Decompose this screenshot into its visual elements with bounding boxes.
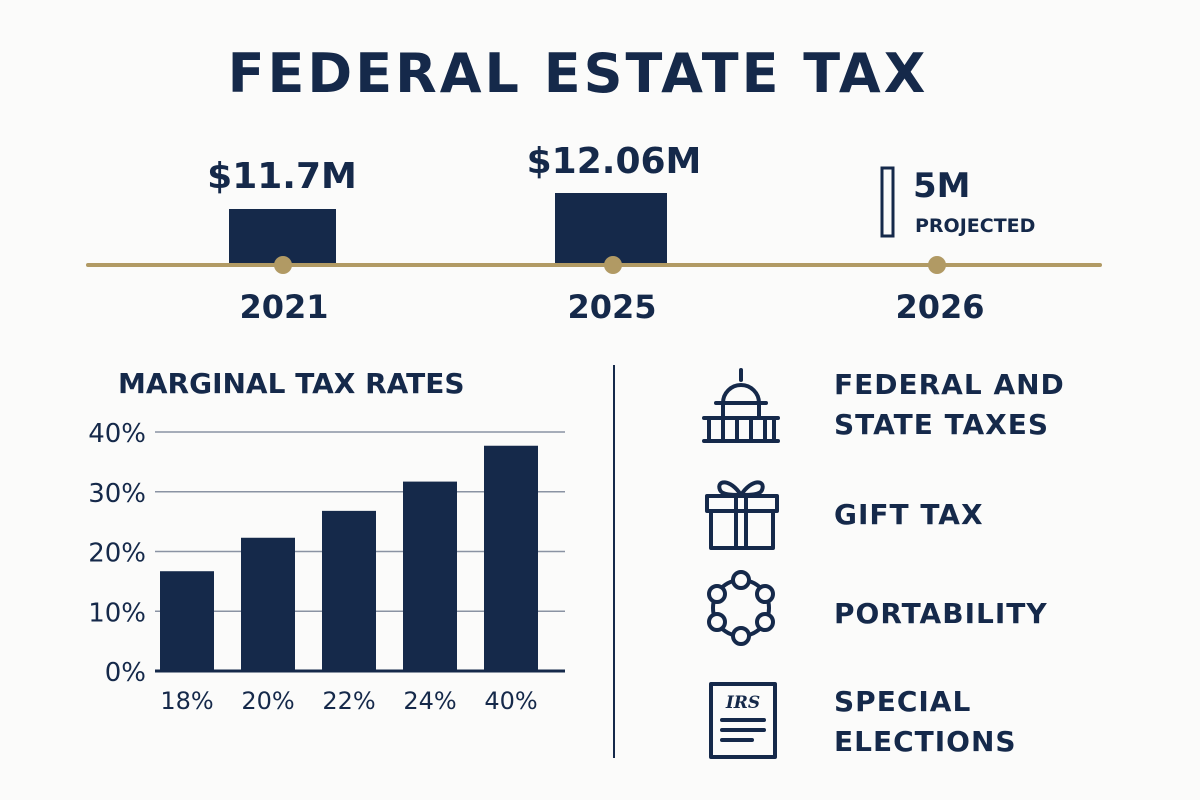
timeline-value-2026: 5M xyxy=(913,166,971,206)
timeline: $11.7M $12.06M 5M PROJECTED 2021 2025 20… xyxy=(86,141,1102,326)
topic-label: GIFT TAX xyxy=(834,498,984,531)
timeline-value-2025: $12.06M xyxy=(527,141,702,182)
topic-label-line-1: FEDERAL AND xyxy=(834,368,1065,401)
timeline-bar-2021 xyxy=(229,209,336,264)
x-tick-label: 24% xyxy=(403,687,456,715)
y-tick-label: 0% xyxy=(105,658,146,688)
capitol-building-icon xyxy=(702,368,780,443)
timeline-year-2025: 2025 xyxy=(567,288,656,326)
page-title: FEDERAL ESTATE TAX xyxy=(228,42,929,105)
y-tick-label: 10% xyxy=(88,598,146,628)
topic-special-elections: IRS SPECIAL ELECTIONS xyxy=(709,682,1017,759)
topic-portability: PORTABILITY xyxy=(707,570,1048,646)
bar-18% xyxy=(160,571,214,671)
x-tick-label: 18% xyxy=(160,687,213,715)
timeline-year-2021: 2021 xyxy=(239,288,328,326)
y-tick-label: 40% xyxy=(88,419,146,449)
gift-icon xyxy=(705,480,779,550)
timeline-dot-2021 xyxy=(274,256,292,274)
topic-label-line-2: STATE TAXES xyxy=(834,408,1049,441)
bar-20% xyxy=(241,537,295,671)
irs-badge-text: IRS xyxy=(725,693,760,713)
x-tick-label: 40% xyxy=(484,687,537,715)
bar-40% xyxy=(484,445,538,671)
timeline-dot-2026 xyxy=(928,256,946,274)
topic-label: PORTABILITY xyxy=(834,597,1048,630)
timeline-bar-2026-projected xyxy=(880,166,895,238)
y-tick-label: 20% xyxy=(88,539,146,569)
y-tick-label: 30% xyxy=(88,479,146,509)
x-tick-label: 20% xyxy=(241,687,294,715)
topic-federal-state-taxes: FEDERAL AND STATE TAXES xyxy=(702,368,1065,443)
timeline-value-2021: $11.7M xyxy=(207,156,357,197)
chart-title: MARGINAL TAX RATES xyxy=(118,367,465,400)
bar-22% xyxy=(322,510,376,671)
timeline-bar-2025 xyxy=(555,193,667,264)
bar-24% xyxy=(403,481,457,671)
timeline-year-2026: 2026 xyxy=(895,288,984,326)
timeline-dot-2025 xyxy=(604,256,622,274)
marginal-rates-chart: MARGINAL TAX RATES 0% 10% 20% 30% 40% 18% 20%… xyxy=(88,367,565,715)
portability-circle-icon xyxy=(707,570,775,646)
x-tick-label: 22% xyxy=(322,687,375,715)
timeline-projected-label: PROJECTED xyxy=(915,215,1035,237)
topic-label-line-1: SPECIAL xyxy=(834,685,971,718)
topic-gift-tax: GIFT TAX xyxy=(705,480,984,550)
irs-form-icon: IRS xyxy=(709,682,777,759)
topic-label-line-2: ELECTIONS xyxy=(834,725,1017,758)
